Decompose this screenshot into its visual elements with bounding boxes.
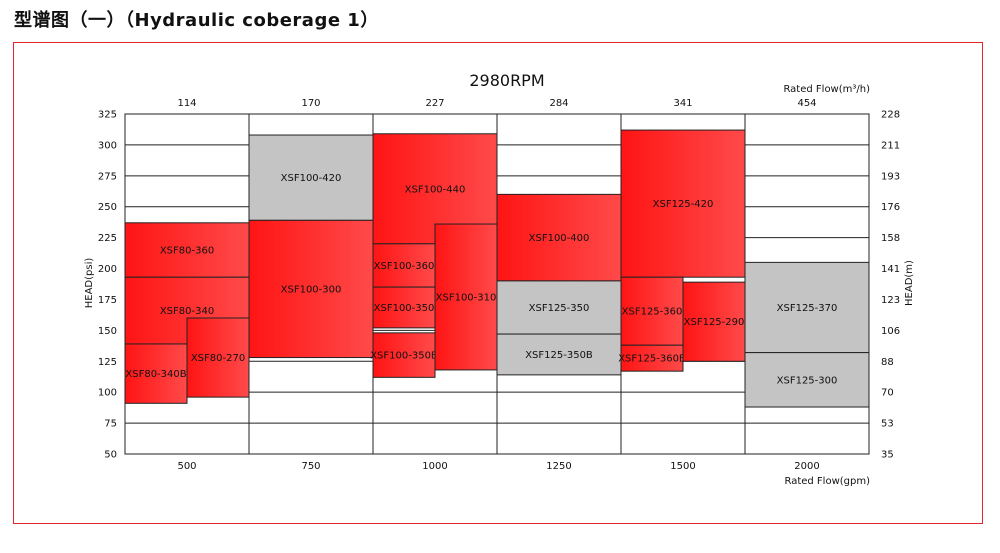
model-box [372, 332, 436, 378]
model-label: XSF125-350 [529, 303, 590, 314]
y-tick-right: 88 [881, 357, 894, 368]
model-label: XSF100-310 [436, 292, 497, 303]
model-box [372, 243, 436, 288]
model-box [744, 352, 870, 408]
x-tick-bottom: 1500 [670, 461, 695, 472]
y-tick-right: 106 [881, 326, 900, 337]
model-label: XSF125-300 [777, 375, 838, 386]
model-label: XSF100-350 [374, 303, 435, 314]
model-label: XSF125-420 [653, 199, 714, 210]
x-tick-top: 341 [673, 98, 692, 109]
y-tick-left: 75 [104, 419, 117, 430]
x-tick-top: 227 [425, 98, 444, 109]
y-tick-right: 193 [881, 171, 900, 182]
y-tick-right: 228 [881, 110, 900, 121]
model-box [620, 276, 684, 346]
y-tick-right: 158 [881, 233, 900, 244]
model-box [620, 129, 746, 278]
y-tick-left: 300 [98, 140, 117, 151]
y-tick-left: 275 [98, 171, 117, 182]
y-tick-right: 211 [881, 140, 900, 151]
model-box [496, 280, 622, 335]
tick-layer: 325 228 300 211 275 193 250 176 225 158 200 141 175 1… [98, 98, 900, 472]
y-tick-left: 100 [98, 388, 117, 399]
x-tick-bottom: 500 [177, 461, 196, 472]
x-tick-top: 284 [549, 98, 568, 109]
model-box [682, 281, 746, 362]
x-tick-top: 114 [177, 98, 196, 109]
x-tick-bottom: 2000 [794, 461, 819, 472]
model-label: XSF80-360 [160, 246, 214, 257]
y-axis-right-title: HEAD(m) [904, 260, 915, 306]
model-label: XSF100-420 [281, 173, 342, 184]
model-box [744, 261, 870, 354]
model-label: XSF100-400 [529, 233, 590, 244]
y-tick-right: 70 [881, 388, 894, 399]
model-label: XSF80-270 [191, 353, 245, 364]
model-label: XSF100-350B [370, 351, 438, 362]
model-box [248, 219, 374, 359]
model-box [124, 343, 188, 404]
x-tick-bottom: 1000 [422, 461, 447, 472]
y-tick-left: 200 [98, 264, 117, 275]
y-tick-right: 35 [881, 450, 894, 461]
chart-title: 2980RPM [469, 71, 544, 90]
y-tick-left: 225 [98, 233, 117, 244]
x-tick-top: 454 [797, 98, 816, 109]
model-box [496, 193, 622, 282]
model-label: XSF125-290 [684, 317, 745, 328]
x-tick-top: 170 [301, 98, 320, 109]
model-box [248, 134, 374, 221]
model-label: XSF125-360B [618, 354, 686, 365]
y-tick-left: 50 [104, 450, 117, 461]
page-title: 型谱图（一）（Hydraulic coberage 1） [14, 10, 379, 31]
box-layer: XSF80-360 XSF80-340 XSF80-340B XSF80-270 XSF… [124, 129, 870, 408]
y-tick-right: 141 [881, 264, 900, 275]
y-tick-left: 250 [98, 202, 117, 213]
model-label: XSF100-300 [281, 284, 342, 295]
y-tick-left: 150 [98, 326, 117, 337]
y-tick-left: 125 [98, 357, 117, 368]
x-axis-bottom-title: Rated Flow(gpm) [784, 476, 870, 487]
model-label: XSF125-350B [525, 350, 593, 361]
model-label: XSF125-360 [622, 307, 683, 318]
y-tick-left: 175 [98, 295, 117, 306]
plot-border [124, 113, 870, 455]
model-box [496, 333, 622, 376]
outline-layer [124, 113, 870, 455]
y-tick-right: 123 [881, 295, 900, 306]
x-tick-bottom: 1250 [546, 461, 571, 472]
model-box [434, 223, 498, 371]
model-label: XSF125-370 [777, 303, 838, 314]
y-tick-right: 53 [881, 419, 894, 430]
x-tick-bottom: 750 [301, 461, 320, 472]
model-box [186, 317, 250, 398]
y-axis-left-title: HEAD(psi) [84, 258, 95, 309]
model-label: XSF80-340B [125, 369, 186, 380]
y-tick-right: 176 [881, 202, 900, 213]
model-label: XSF100-360 [374, 261, 435, 272]
model-label: XSF80-340 [160, 306, 214, 317]
y-tick-left: 325 [98, 110, 117, 121]
chart-frame [13, 42, 983, 524]
x-axis-top-title: Rated Flow(m³/h) [783, 84, 870, 95]
model-label: XSF100-440 [405, 184, 466, 195]
